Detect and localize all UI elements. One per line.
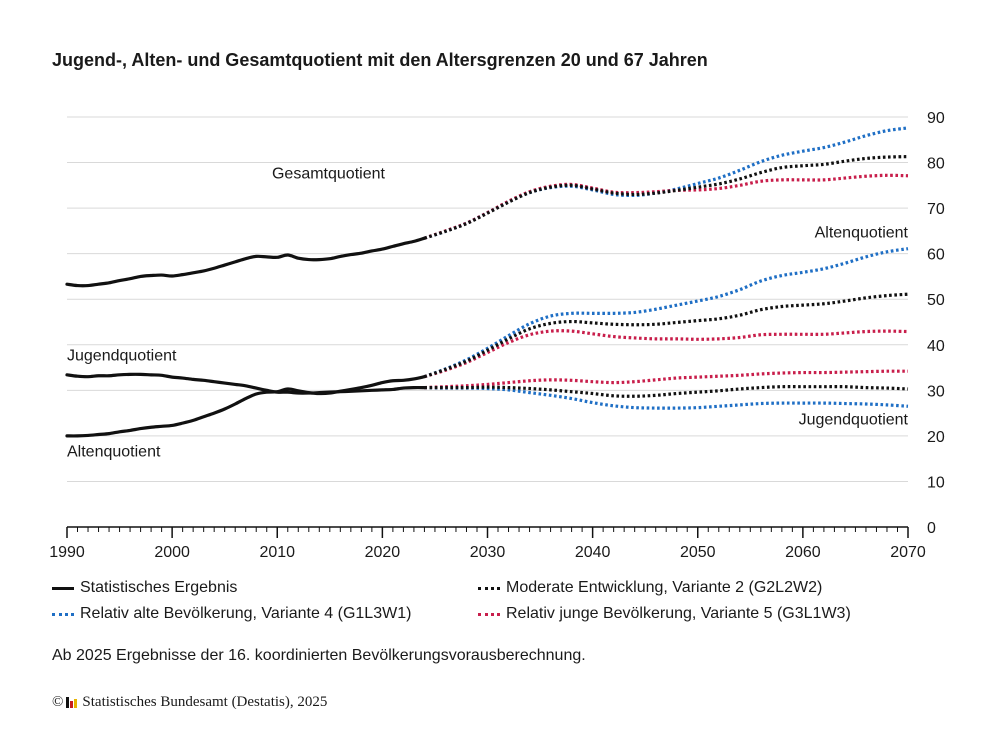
copyright-symbol: ©	[52, 694, 64, 710]
y-tick-label: 40	[927, 338, 945, 355]
y-tick-label: 50	[927, 292, 945, 309]
series-line-gesamtquotient-v4	[423, 126, 909, 240]
x-tick-label: 2000	[154, 544, 190, 561]
series-line-altenquotient-v4	[423, 247, 909, 379]
source-line: © Statistisches Bundesamt (Destatis), 20…	[52, 694, 327, 711]
annotation-label: Gesamtquotient	[272, 166, 386, 183]
x-tick-label: 2020	[365, 544, 401, 561]
series-line-jugendquotient-v2	[424, 385, 909, 398]
legend-swatch-solid	[52, 586, 74, 590]
series-line-jugendquotient-v5	[424, 369, 909, 390]
x-tick-label: 2030	[470, 544, 506, 561]
legend-item-variante-4: Relativ alte Bevölkerung, Variante 4 (G1…	[52, 605, 411, 623]
series-lines	[65, 126, 909, 438]
legend-swatch-dotted-blue	[52, 612, 74, 616]
annotation-label: Jugendquotient	[799, 412, 909, 429]
legend-swatch-dotted-black	[478, 586, 500, 590]
series-line-gesamtquotient-hist	[65, 236, 427, 288]
footnote: Ab 2025 Ergebnisse der 16. koordinierten…	[52, 647, 586, 664]
x-tick-label: 2060	[785, 544, 821, 561]
destatis-logo-icon	[66, 697, 78, 708]
series-line-altenquotient-v5	[423, 329, 909, 379]
legend-item-variante-5: Relativ junge Bevölkerung, Variante 5 (G…	[478, 605, 851, 623]
annotation-label: Altenquotient	[67, 443, 161, 460]
y-tick-label: 70	[927, 201, 945, 218]
annotation-label: Altenquotient	[815, 225, 909, 242]
annotation-label: Jugendquotient	[67, 348, 177, 365]
legend-swatch-dotted-red	[478, 612, 500, 616]
legend-label: Relativ alte Bevölkerung, Variante 4 (G1…	[80, 605, 412, 622]
legend-label: Statistisches Ergebnis	[80, 579, 238, 596]
legend-label: Relativ junge Bevölkerung, Variante 5 (G…	[506, 605, 851, 622]
series-line-gesamtquotient-v2	[423, 155, 909, 240]
source-text: Statistisches Bundesamt (Destatis), 2025	[82, 694, 328, 710]
y-tick-label: 80	[927, 156, 945, 173]
y-tick-label: 30	[927, 383, 945, 400]
x-tick-label: 2010	[259, 544, 295, 561]
x-tick-label: 2050	[680, 544, 716, 561]
gridlines	[67, 116, 908, 482]
series-line-altenquotient-hist	[65, 375, 427, 438]
y-tick-label: 10	[927, 474, 945, 491]
x-tick-label: 2040	[575, 544, 611, 561]
chart-title: Jugend-, Alten- und Gesamtquotient mit d…	[52, 50, 708, 70]
legend-item-variante-2: Moderate Entwicklung, Variante 2 (G2L2W2…	[478, 579, 822, 597]
legend-item-statistisches-ergebnis: Statistisches Ergebnis	[52, 579, 237, 597]
y-tick-label: 20	[927, 429, 945, 446]
x-tick-label: 1990	[49, 544, 85, 561]
series-line-altenquotient-v2	[423, 292, 909, 379]
series-line-jugendquotient-v4	[424, 386, 909, 410]
x-tick-label: 2070	[890, 544, 926, 561]
y-tick-label: 90	[927, 110, 945, 127]
legend-label: Moderate Entwicklung, Variante 2 (G2L2W2…	[506, 579, 823, 596]
y-tick-label: 0	[927, 520, 936, 537]
annotations: Gesamtquotient Altenquotient Jugendquotien…	[67, 166, 909, 461]
y-tick-label: 60	[927, 247, 945, 264]
series-line-jugendquotient-hist	[65, 372, 427, 395]
